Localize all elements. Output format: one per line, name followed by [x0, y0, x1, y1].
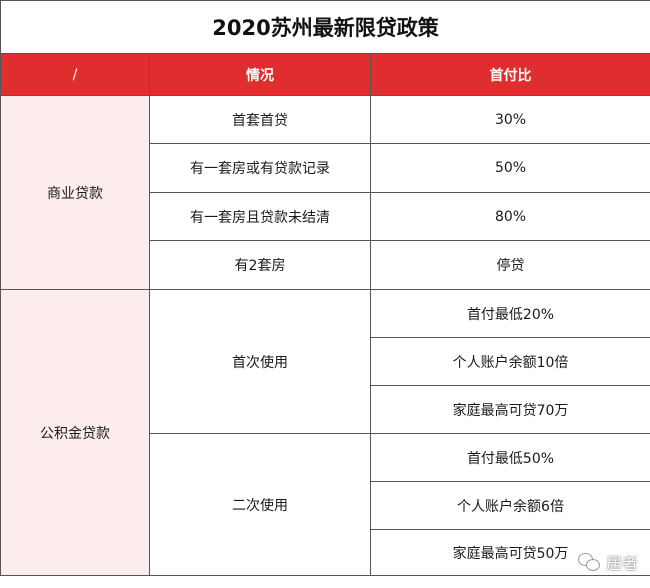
ratio-cell: 80%: [369, 192, 650, 241]
table-row: 二次使用 首付最低50%: [1, 433, 650, 576]
condition-cell: 家庭最高可贷70万: [369, 385, 650, 434]
table-row: 家庭最高可贷70万: [1, 385, 650, 434]
table-header-row: / 情况 首付比: [0, 53, 650, 96]
situation-cell: 有2套房: [149, 240, 371, 290]
loan-policy-table: 2020苏州最新限贷政策 / 情况 首付比 商业贷款 首套首贷 30% 有一套房…: [0, 0, 650, 576]
condition-cell: 首付最低20%: [369, 289, 650, 338]
header-col-situation: 情况: [149, 53, 371, 96]
situation-cell: 首套首贷: [149, 95, 371, 144]
ratio-cell: 停贷: [369, 240, 650, 290]
condition-cell: 个人账户余额6倍: [369, 481, 650, 530]
first-use-label: 首次使用: [149, 289, 371, 434]
table-row: 有一套房或有贷款记录 50%: [1, 143, 650, 193]
table-row: 有2套房 停贷: [1, 240, 650, 290]
table-row: 个人账户余额6倍: [1, 481, 650, 530]
provident-fund-loan-label: 公积金贷款: [0, 289, 150, 576]
situation-cell: 有一套房或有贷款记录: [149, 143, 371, 193]
table-title: 2020苏州最新限贷政策: [0, 0, 650, 54]
wechat-icon: [577, 553, 600, 571]
table-row: 个人账户余额10倍: [1, 337, 650, 386]
ratio-cell: 50%: [369, 143, 650, 193]
condition-cell: 家庭最高可贷50万: [369, 529, 650, 576]
second-use-label: 二次使用: [149, 433, 371, 576]
table-row: 公积金贷款 首次使用 首付最低20%: [0, 289, 650, 576]
commercial-loan-label: 商业贷款: [0, 95, 150, 290]
watermark: 居者: [577, 550, 638, 574]
header-col-category: /: [0, 53, 150, 96]
watermark-text: 居者: [605, 554, 638, 573]
ratio-cell: 30%: [369, 95, 650, 144]
table-row: 商业贷款 首套首贷 30%: [0, 95, 650, 290]
condition-cell: 个人账户余额10倍: [369, 337, 650, 386]
table-row: 有一套房且贷款未结清 80%: [1, 192, 650, 241]
table-row: 家庭最高可贷50万: [1, 529, 650, 576]
header-col-down-payment: 首付比: [369, 53, 650, 96]
condition-cell: 首付最低50%: [369, 433, 650, 482]
situation-cell: 有一套房且贷款未结清: [149, 192, 371, 241]
